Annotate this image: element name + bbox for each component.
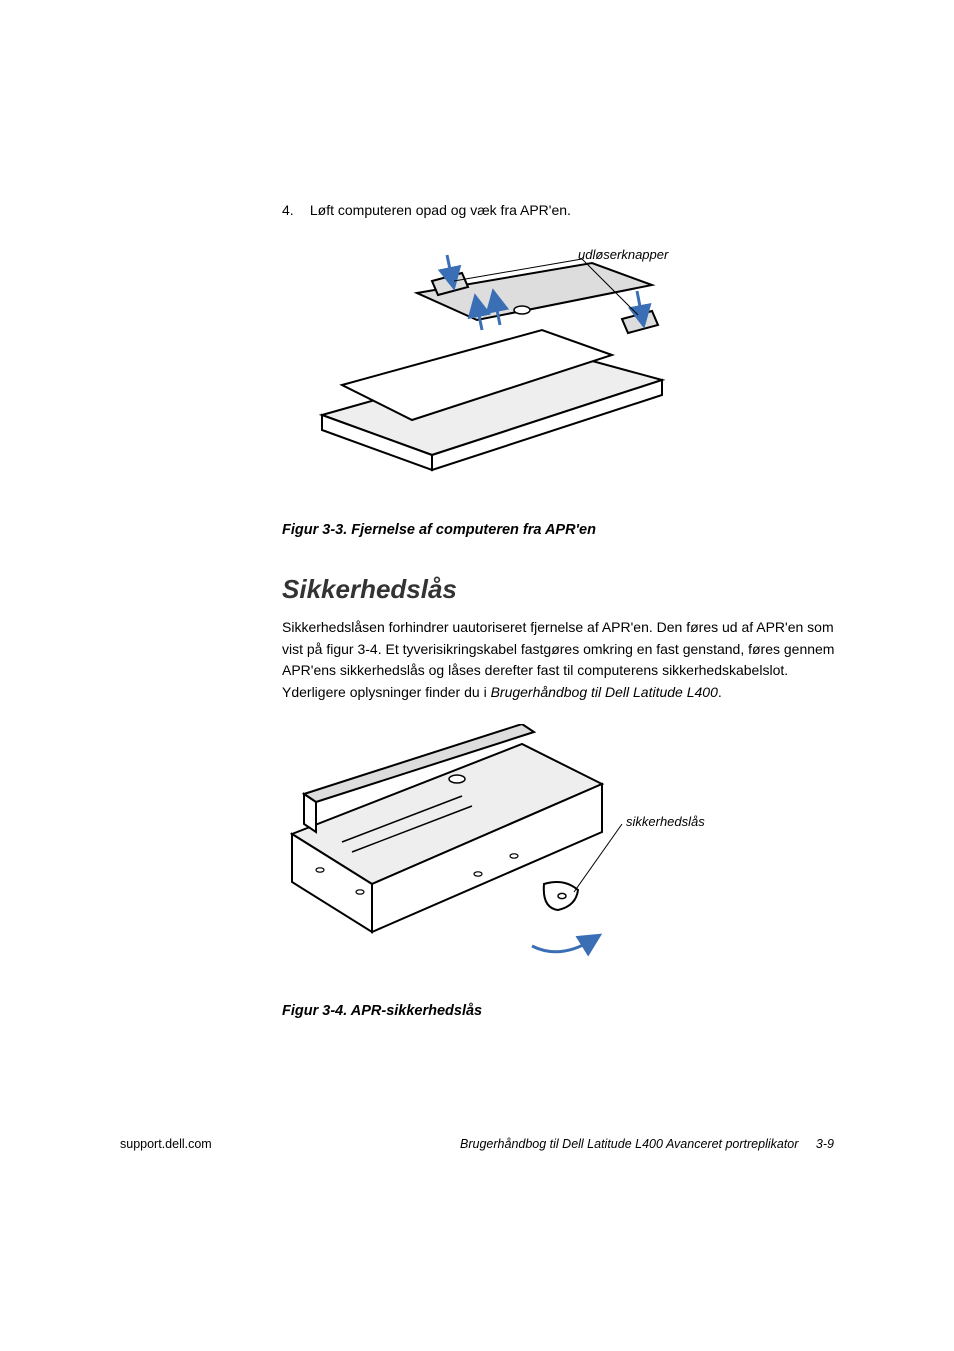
figure-3-3-diagram: [282, 245, 702, 495]
step-text: Løft computeren opad og væk fra APR'en.: [310, 202, 571, 218]
figure-3-4-callout-label: sikkerhedslås: [626, 814, 746, 829]
footer-left: support.dell.com: [120, 1137, 212, 1151]
content-column: 4. Løft computeren opad og væk fra APR'e…: [282, 200, 842, 1047]
page-footer: support.dell.com Brugerhåndbog til Dell …: [120, 1137, 834, 1151]
paragraph-post: .: [718, 684, 722, 700]
footer-title: Brugerhåndbog til Dell Latitude L400 Ava…: [460, 1137, 798, 1151]
paragraph-ital: Brugerhåndbog til Dell Latitude L400: [491, 684, 718, 700]
step-number: 4.: [282, 200, 306, 221]
section-paragraph: Sikkerhedslåsen forhindrer uautoriseret …: [282, 617, 842, 704]
footer-right: Brugerhåndbog til Dell Latitude L400 Ava…: [460, 1137, 834, 1151]
figure-3-4: sikkerhedslås: [282, 724, 842, 999]
section-heading: Sikkerhedslås: [282, 574, 842, 605]
figure-3-4-diagram: [282, 724, 702, 984]
figure-3-3-callout-label: udløserknapper: [578, 247, 718, 262]
page: 4. Løft computeren opad og væk fra APR'e…: [0, 0, 954, 1351]
figure-3-4-caption: Figur 3-4. APR-sikkerhedslås: [282, 1003, 842, 1019]
footer-page-number: 3-9: [816, 1137, 834, 1151]
figure-3-3-caption: Figur 3-3. Fjernelse af computeren fra A…: [282, 522, 842, 538]
figure-3-3: udløserknapper: [282, 245, 842, 510]
step-line: 4. Løft computeren opad og væk fra APR'e…: [282, 200, 842, 221]
